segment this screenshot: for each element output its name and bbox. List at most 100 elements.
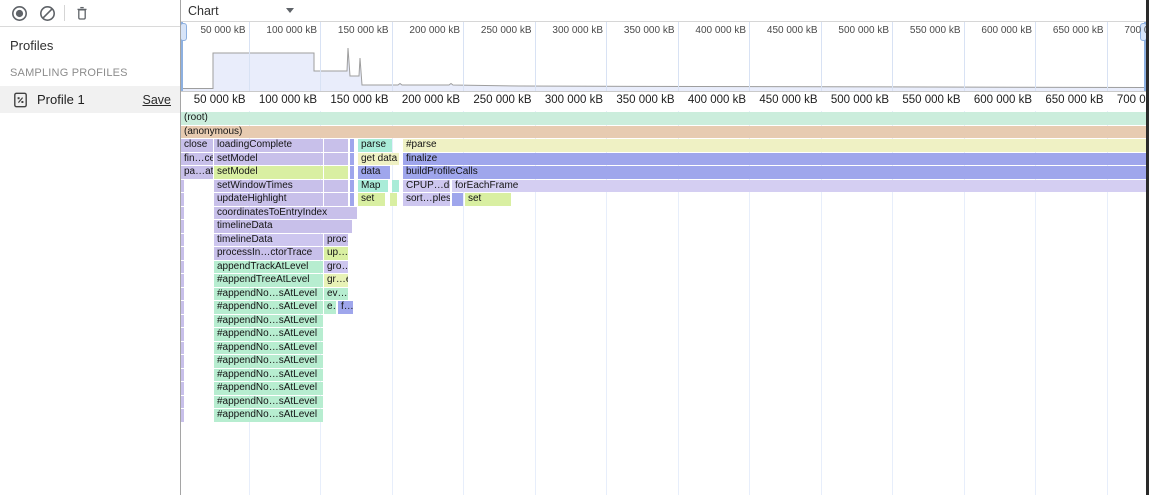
flame-bar[interactable] [324, 166, 348, 179]
flame-bar-foreachframe[interactable]: forEachFrame [452, 179, 1146, 192]
flame-bar-#appendtreeatlevel[interactable]: #appendTreeAtLevel [214, 274, 323, 287]
flame-bar[interactable] [181, 233, 184, 246]
flame-bar-#appendno-satlevel[interactable]: #appendNo…sAtLevel [214, 382, 323, 395]
flame-bar[interactable] [181, 179, 184, 192]
flame-bar[interactable] [181, 368, 184, 381]
flame-bar-#appendno-satlevel[interactable]: #appendNo…sAtLevel [214, 301, 323, 314]
flame-bar-#appendno-satlevel[interactable]: #appendNo…sAtLevel [214, 314, 323, 327]
flame-bar[interactable] [324, 139, 348, 152]
flame-bar[interactable] [181, 382, 184, 395]
flame-bar-up-up[interactable]: up…up [324, 247, 348, 260]
selection-right-grip[interactable] [1140, 23, 1146, 41]
flame-bar-proc-ata[interactable]: proc…ata [324, 233, 348, 246]
flame-bar-coordinatestoentryindex[interactable]: coordinatesToEntryIndex [214, 206, 357, 219]
flame-bar[interactable] [181, 247, 184, 260]
flame-bar-map[interactable]: Map [358, 179, 388, 192]
flame-bar-#appendno-satlevel[interactable]: #appendNo…sAtLevel [214, 328, 323, 341]
flame-bar-set[interactable]: set [358, 193, 385, 206]
flame-bar[interactable] [181, 287, 184, 300]
overview-tick-label: 300 000 kB [552, 25, 603, 36]
overview-gridline [1035, 22, 1036, 91]
overview-tick-label: 50 000 kB [200, 25, 246, 36]
flame-bar-fin-ce[interactable]: fin…ce [181, 152, 213, 165]
flame-bar-data[interactable]: data [358, 166, 390, 179]
flame-gridline [1035, 111, 1036, 495]
flame-bar[interactable] [350, 193, 354, 206]
flame-bar[interactable] [350, 152, 354, 165]
flame-bar[interactable] [181, 328, 184, 341]
flame-bar-setmodel[interactable]: setModel [214, 166, 323, 179]
profile-list-item[interactable]: Profile 1 Save [0, 86, 180, 113]
flame-bar[interactable] [181, 274, 184, 287]
flame-bar--anonymous-[interactable]: (anonymous) [181, 125, 1146, 138]
flame-bar[interactable] [181, 409, 184, 422]
flame-bar-ev-ew[interactable]: ev…ew [324, 287, 348, 300]
selection-right-handle[interactable] [1144, 22, 1146, 91]
flame-bar-f-[interactable]: f… [338, 301, 353, 314]
record-button[interactable] [5, 1, 33, 25]
flame-bar-finalize[interactable]: finalize [403, 152, 1146, 165]
save-link[interactable]: Save [142, 92, 172, 107]
clear-button[interactable] [33, 1, 61, 25]
flame-bar-setmodel[interactable]: setModel [214, 152, 323, 165]
flame-bar[interactable] [181, 341, 184, 354]
flame-bar[interactable] [181, 220, 184, 233]
flame-bar-updatehighlight[interactable]: updateHighlight [214, 193, 323, 206]
flame-bar-#parse[interactable]: #parse [403, 139, 1146, 152]
flame-bar--root-[interactable]: (root) [181, 112, 1146, 125]
flame-bar-timelinedata[interactable]: timelineData [214, 233, 323, 246]
flame-bar[interactable] [181, 395, 184, 408]
flame-bar-buildprofilecalls[interactable]: buildProfileCalls [403, 166, 1146, 179]
flame-bar[interactable] [452, 193, 463, 206]
selection-left-handle[interactable] [181, 22, 183, 91]
flame-bar-#appendno-satlevel[interactable]: #appendNo…sAtLevel [214, 409, 323, 422]
flame-bar-pa-at[interactable]: pa…at [181, 166, 213, 179]
flame-bar-gro-ts[interactable]: gro…ts [324, 260, 348, 273]
flame-bar-close[interactable]: close [181, 139, 213, 152]
profiles-sidebar: Profiles SAMPLING PROFILES Profile 1 Sav… [0, 0, 181, 495]
flame-bar[interactable] [350, 179, 354, 192]
flame-bar-gr-ew[interactable]: gr…ew [324, 274, 348, 287]
view-mode-select[interactable]: Chart [188, 2, 294, 19]
flame-bar-#appendno-satlevel[interactable]: #appendNo…sAtLevel [214, 368, 323, 381]
flame-bar-#appendno-satlevel[interactable]: #appendNo…sAtLevel [214, 395, 323, 408]
flame-bar[interactable] [181, 314, 184, 327]
flame-bar[interactable] [350, 139, 354, 152]
chevron-down-icon [286, 8, 294, 13]
flame-bar[interactable] [392, 179, 399, 192]
flame-bar[interactable] [324, 152, 348, 165]
flame-bar[interactable] [324, 179, 348, 192]
flame-bar-timelinedata[interactable]: timelineData [214, 220, 352, 233]
flame-bar[interactable] [181, 301, 184, 314]
flame-bar-appendtrackatlevel[interactable]: appendTrackAtLevel [214, 260, 323, 273]
flame-bar[interactable] [181, 193, 184, 206]
flame-bar-parse[interactable]: parse [358, 139, 392, 152]
overview-pane[interactable]: 50 000 kB 100 000 kB 150 000 kB 200 000 kB 2… [181, 22, 1146, 92]
overview-tick-label: 150 000 kB [337, 25, 389, 36]
flame-bar-sort-ples[interactable]: sort…ples [403, 193, 450, 206]
flame-bar-loadingcomplete[interactable]: loadingComplete [214, 139, 323, 152]
flame-bar[interactable] [350, 166, 354, 179]
overview-tick-label: 350 000 kB [623, 25, 675, 36]
overview-gridline [820, 22, 822, 91]
delete-profile-button[interactable] [68, 1, 96, 25]
flame-chart[interactable]: (root) (anonymous) close loadingComplete par… [181, 111, 1146, 495]
flame-bar-cpup-del[interactable]: CPUP…del [403, 179, 450, 192]
flame-bar-set[interactable]: set [465, 193, 511, 206]
flame-bar-processin-ctortrace[interactable]: processIn…ctorTrace [214, 247, 323, 260]
flame-bar[interactable] [181, 206, 184, 219]
flame-bar[interactable] [390, 193, 397, 206]
flame-bar[interactable] [181, 260, 184, 273]
ruler-tick-label: 150 000 kB [330, 94, 389, 106]
flame-bar[interactable] [181, 355, 184, 368]
flame-bar-e-[interactable]: e… [324, 301, 336, 314]
flame-bar-#appendno-satlevel[interactable]: #appendNo…sAtLevel [214, 341, 323, 354]
flame-bar[interactable] [324, 193, 348, 206]
flame-bar-#appendno-satlevel[interactable]: #appendNo…sAtLevel [214, 355, 323, 368]
flame-bar-get-data[interactable]: get data [358, 152, 399, 165]
flame-gridline [463, 111, 464, 495]
flame-bar-#appendno-satlevel[interactable]: #appendNo…sAtLevel [214, 287, 323, 300]
selection-left-grip[interactable] [181, 23, 187, 41]
overview-tick-label: 400 000 kB [695, 25, 746, 36]
flame-bar-setwindowtimes[interactable]: setWindowTimes [214, 179, 323, 192]
